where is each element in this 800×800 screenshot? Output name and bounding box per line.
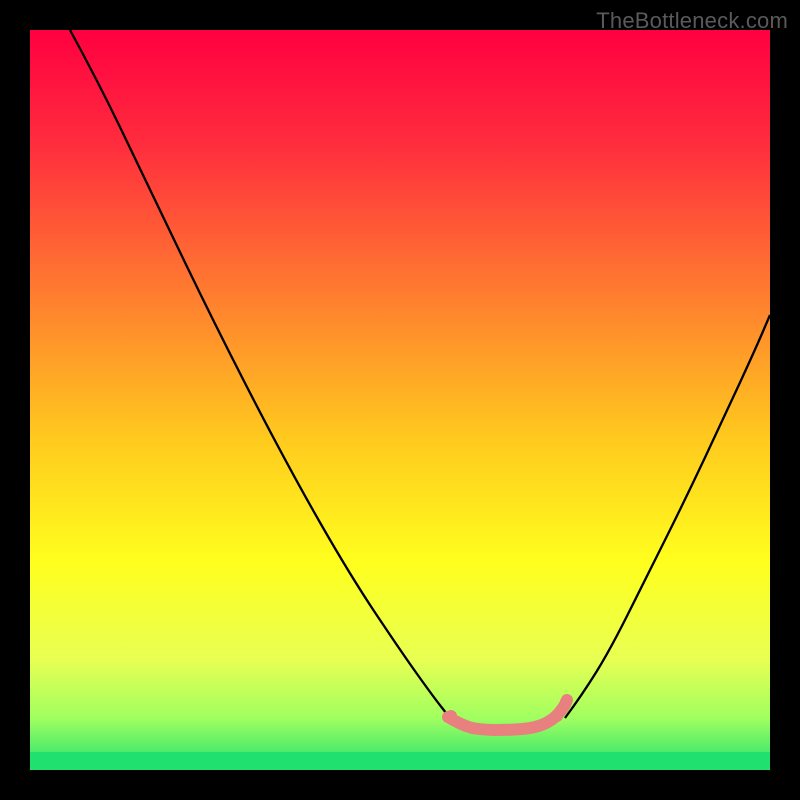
chart-svg <box>0 0 800 800</box>
green-base-band <box>30 752 770 770</box>
watermark-text: TheBottleneck.com <box>596 8 788 34</box>
bottleneck-chart: TheBottleneck.com <box>0 0 800 800</box>
plot-background <box>30 30 770 770</box>
